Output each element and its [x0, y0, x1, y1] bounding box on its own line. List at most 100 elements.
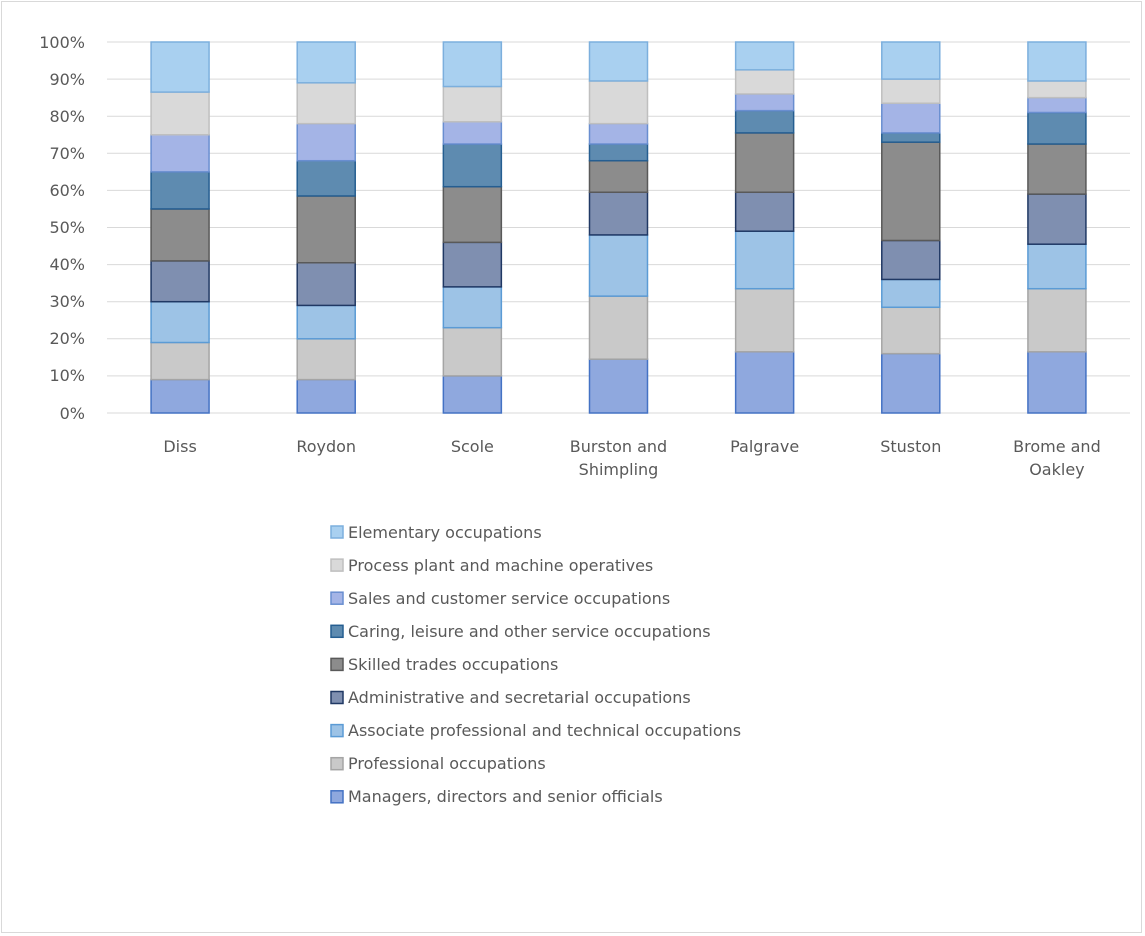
- bar-segment: [588, 122, 649, 145]
- bar-segment: [881, 306, 941, 355]
- y-tick-label: 50%: [49, 218, 85, 237]
- bar-segment: [1027, 111, 1087, 145]
- bar-segment: [734, 132, 795, 194]
- bar-segment: [588, 191, 649, 236]
- bar-segment: [442, 85, 503, 123]
- legend-swatch: [330, 790, 344, 804]
- y-tick-label: 90%: [49, 69, 85, 89]
- bar-segment: [150, 260, 210, 303]
- legend-label: Process plant and machine operatives: [348, 555, 654, 575]
- y-tick-label: 10%: [49, 366, 85, 386]
- y-tick-label: 60%: [49, 180, 85, 200]
- bar-segment: [442, 241, 503, 288]
- bar-segment: [588, 234, 649, 297]
- y-tick-label: 0%: [59, 403, 85, 423]
- bar-segment: [442, 286, 503, 329]
- legend-label: Administrative and secretarial occupatio…: [348, 688, 691, 707]
- y-tick-label: 80%: [49, 106, 85, 126]
- y-tick-label: 100%: [39, 32, 85, 52]
- bar-segment: [1027, 41, 1087, 82]
- bar-segment: [588, 159, 649, 194]
- legend-label: Elementary occupations: [348, 522, 542, 542]
- bar-segment: [734, 230, 795, 290]
- bar-segment: [296, 159, 356, 197]
- bar-segment: [881, 141, 941, 242]
- bar-segment: [881, 239, 941, 281]
- bar-segment: [442, 143, 503, 188]
- bar-segment: [734, 41, 795, 71]
- bar-segment: [881, 278, 941, 309]
- bar-segment: [1027, 143, 1087, 195]
- x-tick-label: Burston and Shimpling: [569, 437, 668, 479]
- bar-segment: [734, 93, 795, 112]
- y-tick-label: 30%: [49, 292, 85, 312]
- bar-segment: [734, 191, 795, 232]
- bar-segment: [150, 134, 210, 173]
- bar-segment: [150, 91, 210, 136]
- bar-segment: [442, 185, 503, 244]
- bar-segment: [296, 304, 356, 340]
- legend-label: Skilled trades occupations: [348, 654, 559, 674]
- bar-segment: [588, 358, 649, 414]
- bar-segment: [588, 41, 649, 82]
- legend-label: Sales and customer service occupations: [348, 588, 671, 608]
- bar-segment: [296, 378, 356, 414]
- bar-segment: [734, 351, 795, 414]
- bar-segment: [588, 143, 649, 162]
- bar-segment: [442, 121, 503, 145]
- bar-segment: [296, 195, 356, 264]
- x-tick-label: Diss: [163, 437, 197, 456]
- bar-segment: [734, 69, 795, 95]
- x-tick-label: Stuston: [880, 437, 942, 456]
- bar-segment: [150, 300, 210, 344]
- legend-label: Managers, directors and senior officials: [348, 787, 663, 807]
- legend-swatch: [330, 525, 344, 539]
- x-tick-label: Brome and Oakley: [1013, 437, 1101, 479]
- y-tick-label: 70%: [49, 143, 85, 163]
- bar-segment: [150, 378, 210, 414]
- bar-segment: [296, 261, 356, 307]
- legend-swatch: [330, 624, 344, 639]
- legend-swatch: [330, 558, 344, 572]
- bar-segment: [150, 208, 210, 262]
- y-tick-label: 20%: [49, 329, 85, 349]
- legend-swatch: [330, 657, 344, 672]
- bar-segment: [150, 41, 210, 93]
- legend-label: Professional occupations: [348, 754, 546, 774]
- x-tick-label: Scole: [450, 437, 494, 456]
- legend-swatch: [330, 756, 344, 771]
- bar-segment: [442, 326, 503, 377]
- bar-segment: [881, 41, 941, 80]
- bar-segment: [588, 80, 649, 125]
- bar-segment: [296, 41, 356, 84]
- bar-segment: [1027, 287, 1087, 353]
- bar-segment: [296, 338, 356, 381]
- legend-swatch: [330, 591, 344, 605]
- legend-label: Caring, leisure and other service occupa…: [348, 621, 711, 641]
- bar-segment: [1027, 351, 1087, 414]
- bar-segment: [734, 109, 795, 134]
- bar-segment: [881, 78, 941, 104]
- y-tick-label: 40%: [49, 255, 85, 275]
- bar-segment: [150, 341, 210, 381]
- bar-segment: [150, 171, 210, 210]
- bar-segment: [296, 122, 356, 162]
- bar-segment: [881, 352, 941, 414]
- x-tick-label: Palgrave: [730, 437, 800, 456]
- legend-label: Associate professional and technical occ…: [348, 721, 742, 741]
- bar-segment: [734, 287, 795, 353]
- bar-segment: [1027, 96, 1087, 114]
- x-tick-label: Roydon: [296, 437, 357, 456]
- bar-segment: [442, 41, 503, 88]
- bar-segment: [1027, 80, 1087, 99]
- bar-segment: [881, 102, 941, 134]
- bar-segment: [881, 132, 941, 143]
- bar-segment: [1027, 193, 1087, 245]
- bar-segment: [296, 82, 356, 125]
- bar-segment: [588, 295, 649, 360]
- bar-segment: [442, 375, 503, 414]
- legend-swatch: [330, 690, 344, 705]
